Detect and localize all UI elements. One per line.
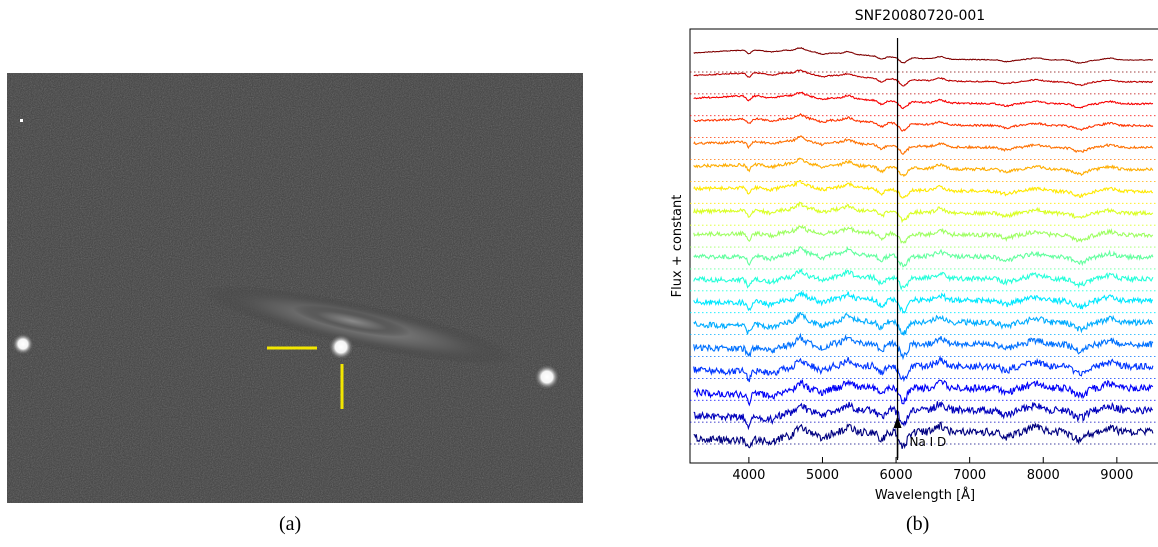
galaxy-core bbox=[293, 305, 411, 337]
chart-title: SNF20080720-001 bbox=[855, 8, 985, 24]
spectrum-line bbox=[693, 179, 1153, 199]
nad-arrow bbox=[893, 416, 902, 458]
spectrum-line bbox=[693, 224, 1154, 244]
spectra-chart: SNF20080720-001 4000 5000 6000 7000 8000 9000… bbox=[664, 0, 1158, 510]
galaxy-image bbox=[7, 73, 583, 503]
spectrum-line bbox=[693, 421, 1154, 450]
spectrum-line bbox=[693, 157, 1154, 178]
x-tick-label: 9000 bbox=[1100, 468, 1133, 483]
x-tick-label: 7000 bbox=[953, 468, 986, 483]
supernova-star bbox=[328, 334, 354, 360]
spectrum-line bbox=[693, 46, 1154, 65]
spectrum-line bbox=[693, 379, 1154, 407]
spectrum-line bbox=[693, 268, 1154, 291]
spectrum-line bbox=[693, 311, 1153, 336]
caption-a: (a) bbox=[279, 513, 302, 535]
x-tick-label: 6000 bbox=[880, 468, 913, 483]
annotation-nad: Na I D bbox=[910, 435, 947, 449]
spectrum-line bbox=[693, 113, 1154, 132]
galaxy-image-svg bbox=[7, 73, 583, 503]
spectrum-line bbox=[693, 291, 1154, 314]
spectrum-line bbox=[693, 332, 1154, 361]
spectrum-line bbox=[693, 201, 1154, 224]
spectrum-line bbox=[693, 91, 1154, 110]
spectrum-line bbox=[693, 401, 1154, 431]
spectrum-line bbox=[693, 69, 1154, 87]
spectrum-line bbox=[693, 355, 1154, 383]
spectrum-line bbox=[693, 135, 1154, 156]
spectrum-line bbox=[693, 246, 1154, 268]
star-right bbox=[534, 364, 560, 390]
x-tick-label: 5000 bbox=[806, 468, 839, 483]
x-tick-label: 4000 bbox=[732, 468, 765, 483]
x-axis-label: Wavelength [Å] bbox=[875, 487, 975, 503]
x-tick-label: 8000 bbox=[1027, 468, 1060, 483]
spectra-chart-svg: SNF20080720-001 4000 5000 6000 7000 8000 9000… bbox=[670, 8, 1158, 503]
star-tiny bbox=[20, 119, 23, 122]
y-axis-label: Flux + constant bbox=[670, 195, 685, 298]
star-left bbox=[12, 333, 34, 355]
spectra-group bbox=[690, 46, 1158, 450]
plot-frame bbox=[689, 28, 1158, 464]
x-ticks: 4000 5000 6000 7000 8000 9000 bbox=[732, 457, 1133, 483]
caption-b: (b) bbox=[906, 513, 930, 535]
